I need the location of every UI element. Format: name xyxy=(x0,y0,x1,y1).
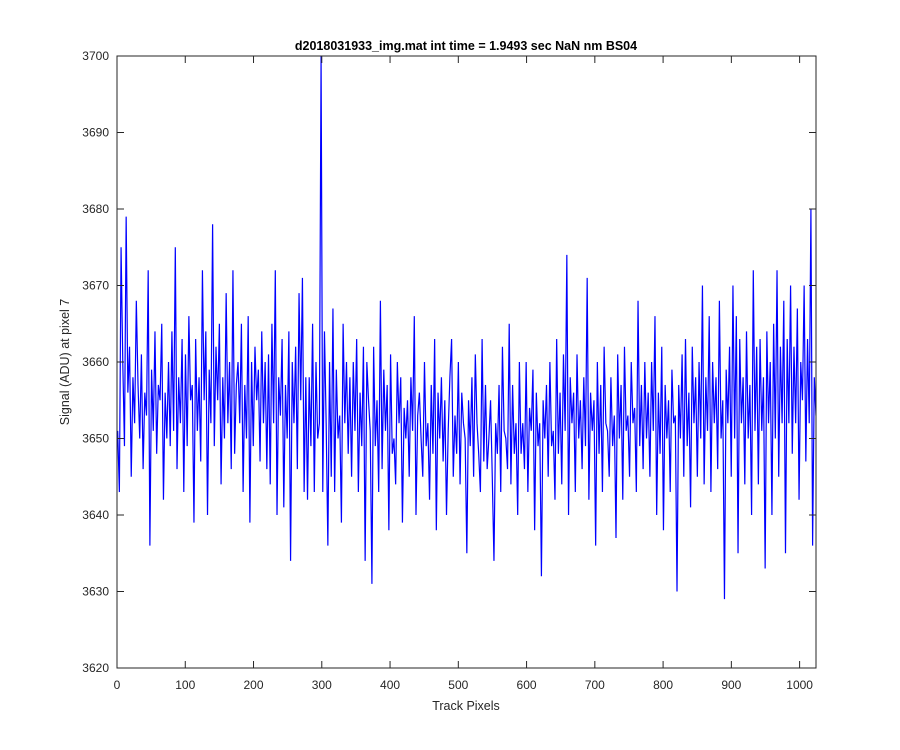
y-axis: 3620 3630 3640 3650 3660 3670 3680 3690 3700 xyxy=(82,49,816,675)
y-tick-label: 3640 xyxy=(82,508,109,522)
x-tick-label: 500 xyxy=(448,678,468,692)
x-tick-label: 200 xyxy=(244,678,264,692)
y-tick-label: 3630 xyxy=(82,585,109,599)
y-tick-label: 3660 xyxy=(82,355,109,369)
x-tick-label: 0 xyxy=(114,678,121,692)
chart-title: d2018031933_img.mat int time = 1.9493 se… xyxy=(295,39,637,53)
x-tick-label: 100 xyxy=(175,678,195,692)
y-tick-label: 3670 xyxy=(82,279,109,293)
plot-area xyxy=(117,56,816,668)
y-tick-label: 3700 xyxy=(82,49,109,63)
x-tick-label: 1000 xyxy=(786,678,813,692)
y-axis-label: Signal (ADU) at pixel 7 xyxy=(58,299,72,425)
y-tick-label: 3650 xyxy=(82,432,109,446)
x-tick-label: 600 xyxy=(517,678,537,692)
y-tick-label: 3620 xyxy=(82,661,109,675)
x-tick-label: 900 xyxy=(721,678,741,692)
series-line-0 xyxy=(117,56,816,600)
y-tick-label: 3690 xyxy=(82,126,109,140)
y-tick-label: 3680 xyxy=(82,202,109,216)
x-tick-label: 700 xyxy=(585,678,605,692)
x-tick-label: 800 xyxy=(653,678,673,692)
series-layer xyxy=(117,56,816,600)
x-tick-label: 300 xyxy=(312,678,332,692)
x-axis-label: Track Pixels xyxy=(432,699,500,713)
x-tick-label: 400 xyxy=(380,678,400,692)
x-axis: 0 100 200 300 400 500 600 700 800 900 1000 xyxy=(114,56,813,692)
